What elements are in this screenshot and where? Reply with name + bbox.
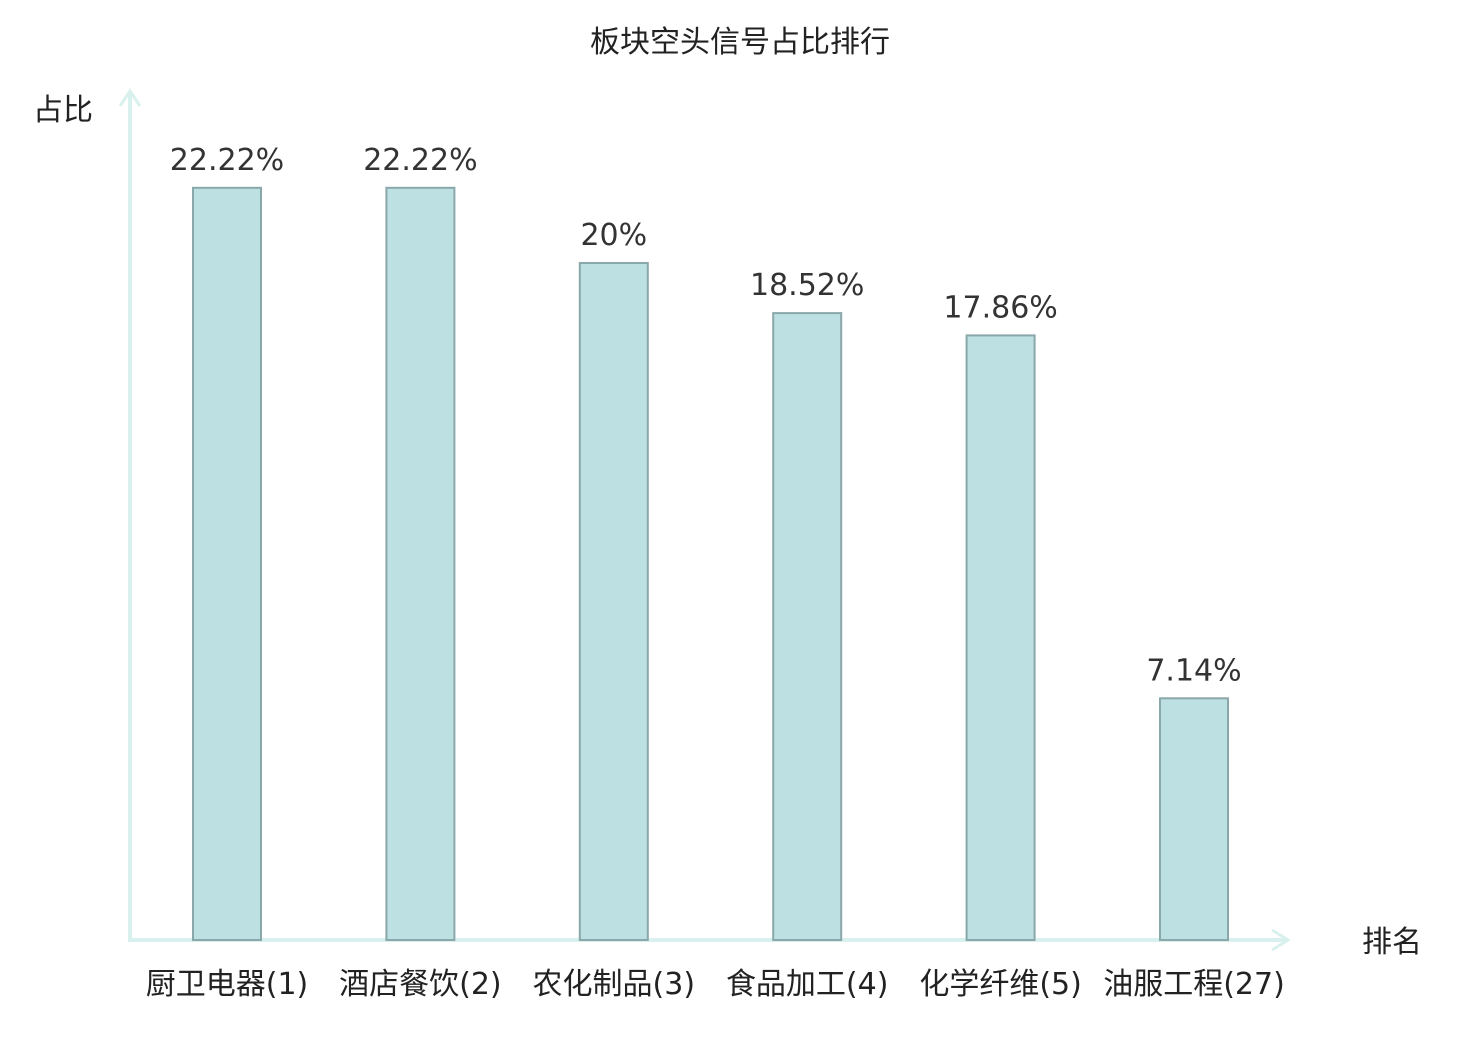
bar xyxy=(385,186,456,942)
x-axis-label: 排名 xyxy=(1362,925,1422,960)
bar-value-label: 17.86% xyxy=(943,290,1057,325)
bar-series xyxy=(192,186,1229,942)
bar xyxy=(192,186,262,942)
x-tick-label: 化学纤维(5) xyxy=(919,967,1082,1002)
x-tick-labels: 厨卫电器(1) 酒店餐饮(2) 农化制品(3) 食品加工(4) 化学纤维(5) 油服工程(… xyxy=(146,967,1285,1002)
x-tick-label: 食品加工(4) xyxy=(726,967,889,1002)
value-labels: 22.22% 22.22% 20% 18.52% 17.86% 7.14% xyxy=(170,143,1242,688)
bar xyxy=(1159,697,1229,941)
x-tick-label: 酒店餐饮(2) xyxy=(339,967,502,1002)
bar xyxy=(578,262,649,941)
y-axis-label: 占比 xyxy=(33,93,93,128)
x-tick-label: 油服工程(27) xyxy=(1103,967,1285,1002)
bar-value-label: 20% xyxy=(580,218,647,253)
bar-value-label: 18.52% xyxy=(750,268,864,303)
bar xyxy=(772,312,843,942)
bar xyxy=(965,334,1036,941)
x-tick-label: 厨卫电器(1) xyxy=(146,967,309,1002)
chart-title: 板块空头信号占比排行 xyxy=(590,25,890,60)
y-axis-arrow xyxy=(118,88,142,107)
axes xyxy=(118,88,1291,952)
bar-value-label: 22.22% xyxy=(170,143,284,178)
bar-value-label: 7.14% xyxy=(1146,653,1241,688)
bar-value-label: 22.22% xyxy=(363,143,477,178)
x-axis-arrow xyxy=(1271,928,1291,952)
x-tick-label: 农化制品(3) xyxy=(533,967,696,1002)
